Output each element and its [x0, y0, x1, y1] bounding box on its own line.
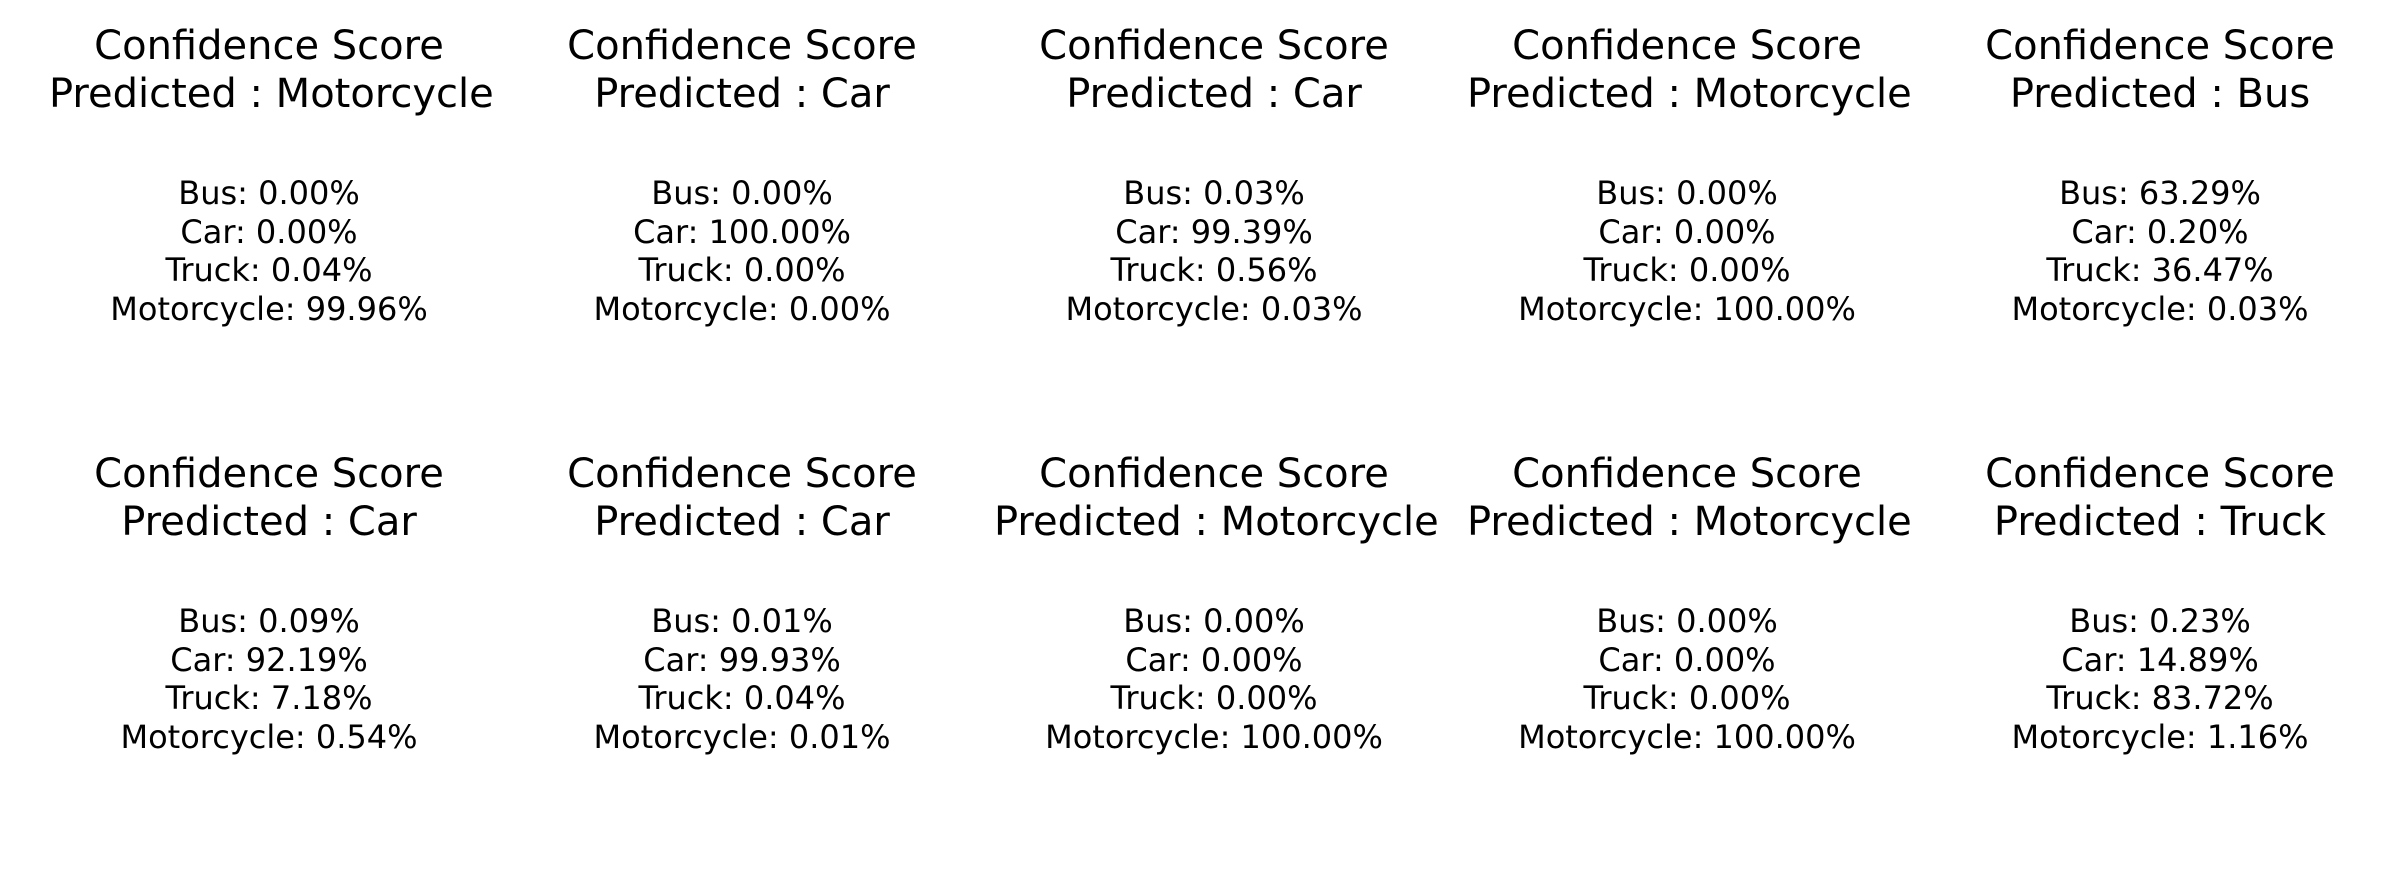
class-score: Truck: 7.18%	[165, 679, 373, 717]
class-score: Bus: 0.01%	[651, 602, 833, 640]
class-score-list: Bus: 63.29% Car: 0.20% Truck: 36.47% Motorc…	[1940, 174, 2380, 328]
panel-title: Confidence Score Predicted : Truck	[1940, 450, 2380, 546]
class-score-list: Bus: 0.01% Car: 99.93% Truck: 0.04% Motorcy…	[522, 602, 962, 756]
panel-title: Confidence Score Predicted : Bus	[1940, 22, 2380, 118]
class-score: Bus: 0.23%	[2069, 602, 2251, 640]
panel-title: Confidence Score Predicted : Motorcycle	[49, 22, 494, 118]
confidence-score-heading: Confidence Score	[1512, 451, 1862, 497]
confidence-score-heading: Confidence Score	[94, 451, 444, 497]
confidence-score-heading: Confidence Score	[1039, 451, 1389, 497]
prediction-panel: Confidence Score Predicted : Car Bus: 0.01…	[522, 450, 962, 756]
class-score: Car: 14.89%	[2061, 640, 2259, 679]
prediction-panel: Confidence Score Predicted : Car Bus: 0.03…	[994, 22, 1434, 328]
predicted-class-label: Predicted : Car	[121, 499, 417, 545]
class-score: Car: 99.93%	[643, 640, 841, 679]
class-score: Car: 0.20%	[2071, 212, 2249, 251]
confidence-score-heading: Confidence Score	[1039, 23, 1389, 69]
class-score: Bus: 0.00%	[1123, 602, 1305, 640]
class-score: Bus: 0.00%	[1596, 602, 1778, 640]
class-score: Motorcycle: 100.00%	[1045, 717, 1383, 756]
class-score: Car: 99.39%	[1115, 212, 1313, 251]
class-score: Bus: 0.03%	[1123, 174, 1305, 212]
class-score-list: Bus: 0.23% Car: 14.89% Truck: 83.72% Motorc…	[1940, 602, 2380, 756]
predicted-class-label: Predicted : Car	[594, 71, 890, 117]
class-score-list: Bus: 0.00% Car: 0.00% Truck: 0.00% Motorcyc…	[1467, 174, 1907, 328]
class-score: Truck: 0.00%	[1583, 679, 1791, 717]
class-score: Bus: 0.00%	[651, 174, 833, 212]
prediction-panel: Confidence Score Predicted : Motorcycle Bu…	[1467, 450, 1912, 756]
class-score: Motorcycle: 99.96%	[110, 289, 428, 328]
class-score: Motorcycle: 0.54%	[120, 717, 418, 756]
predicted-class-label: Predicted : Truck	[1993, 499, 2327, 545]
class-score: Car: 0.00%	[1598, 640, 1776, 679]
class-score: Car: 100.00%	[633, 212, 851, 251]
panel-title: Confidence Score Predicted : Motorcycle	[1467, 22, 1912, 118]
predicted-class-label: Predicted : Motorcycle	[994, 499, 1439, 545]
class-score: Truck: 0.04%	[638, 679, 846, 717]
predicted-class-label: Predicted : Motorcycle	[1467, 499, 1912, 545]
panel-title: Confidence Score Predicted : Car	[522, 22, 962, 118]
class-score: Car: 0.00%	[180, 212, 358, 251]
predicted-class-label: Predicted : Car	[594, 499, 890, 545]
panel-title: Confidence Score Predicted : Motorcycle	[994, 450, 1439, 546]
prediction-panel: Confidence Score Predicted : Motorcycle Bu…	[994, 450, 1439, 756]
class-score-list: Bus: 0.00% Car: 0.00% Truck: 0.00% Motorcyc…	[994, 602, 1434, 756]
class-score-list: Bus: 0.03% Car: 99.39% Truck: 0.56% Motorcy…	[994, 174, 1434, 328]
prediction-panel: Confidence Score Predicted : Motorcycle Bu…	[1467, 22, 1912, 328]
class-score: Truck: 0.04%	[165, 251, 373, 289]
class-score: Motorcycle: 1.16%	[2011, 717, 2309, 756]
prediction-panel: Confidence Score Predicted : Car Bus: 0.09…	[49, 450, 489, 756]
class-score: Car: 0.00%	[1598, 212, 1776, 251]
class-score-list: Bus: 0.09% Car: 92.19% Truck: 7.18% Motorcy…	[49, 602, 489, 756]
class-score: Truck: 36.47%	[2046, 251, 2274, 289]
class-score: Motorcycle: 0.01%	[593, 717, 891, 756]
class-score-list: Bus: 0.00% Car: 0.00% Truck: 0.04% Motorcyc…	[49, 174, 489, 328]
confidence-score-heading: Confidence Score	[1985, 451, 2335, 497]
confidence-score-heading: Confidence Score	[94, 23, 444, 69]
prediction-panel: Confidence Score Predicted : Car Bus: 0.00…	[522, 22, 962, 328]
class-score: Motorcycle: 0.00%	[593, 289, 891, 328]
class-score: Motorcycle: 100.00%	[1518, 717, 1856, 756]
class-score: Motorcycle: 100.00%	[1518, 289, 1856, 328]
prediction-panel: Confidence Score Predicted : Motorcycle Bu…	[49, 22, 494, 328]
prediction-panel: Confidence Score Predicted : Bus Bus: 63.2…	[1940, 22, 2380, 328]
class-score: Truck: 0.00%	[1583, 251, 1791, 289]
class-score: Truck: 0.00%	[638, 251, 846, 289]
predicted-class-label: Predicted : Motorcycle	[49, 71, 494, 117]
predicted-class-label: Predicted : Bus	[2009, 71, 2311, 117]
confidence-score-heading: Confidence Score	[567, 23, 917, 69]
class-score: Truck: 0.00%	[1110, 679, 1318, 717]
panel-title: Confidence Score Predicted : Car	[522, 450, 962, 546]
confidence-score-heading: Confidence Score	[1512, 23, 1862, 69]
class-score: Motorcycle: 0.03%	[2011, 289, 2309, 328]
panel-title: Confidence Score Predicted : Car	[994, 22, 1434, 118]
class-score: Truck: 0.56%	[1110, 251, 1318, 289]
class-score-list: Bus: 0.00% Car: 100.00% Truck: 0.00% Motorc…	[522, 174, 962, 328]
panel-title: Confidence Score Predicted : Car	[49, 450, 489, 546]
confidence-score-heading: Confidence Score	[1985, 23, 2335, 69]
predicted-class-label: Predicted : Motorcycle	[1467, 71, 1912, 117]
class-score: Bus: 0.00%	[1596, 174, 1778, 212]
predicted-class-label: Predicted : Car	[1066, 71, 1362, 117]
class-score: Car: 0.00%	[1125, 640, 1303, 679]
class-score: Truck: 83.72%	[2046, 679, 2274, 717]
prediction-panel: Confidence Score Predicted : Truck Bus: 0.…	[1940, 450, 2380, 756]
class-score-list: Bus: 0.00% Car: 0.00% Truck: 0.00% Motorcyc…	[1467, 602, 1907, 756]
panel-title: Confidence Score Predicted : Motorcycle	[1467, 450, 1912, 546]
class-score: Bus: 63.29%	[2059, 174, 2261, 212]
class-score: Bus: 0.09%	[178, 602, 360, 640]
class-score: Motorcycle: 0.03%	[1065, 289, 1363, 328]
confidence-score-heading: Confidence Score	[567, 451, 917, 497]
class-score: Bus: 0.00%	[178, 174, 360, 212]
class-score: Car: 92.19%	[170, 640, 368, 679]
